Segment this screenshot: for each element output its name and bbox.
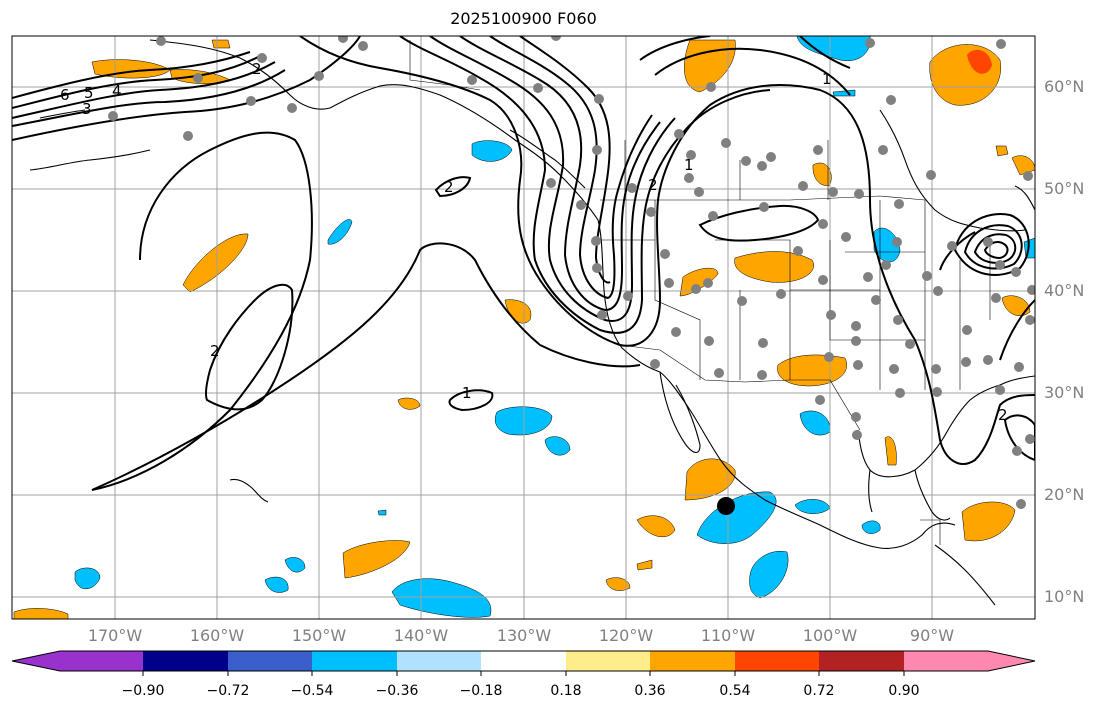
contour-labels: 6 5 4 3 2 2 2 1 1 1 2 2 — [60, 60, 1008, 424]
colorbar-segment — [143, 651, 228, 671]
colorbar-segment — [904, 651, 1035, 671]
lon-label-170w: 170°W — [87, 626, 143, 645]
colorbar-segment — [650, 651, 735, 671]
lon-label-150w: 150°W — [291, 626, 347, 645]
colorbar-tick-label: −0.36 — [375, 683, 419, 699]
contour-label: 2 — [444, 178, 454, 196]
colorbar-segment — [481, 651, 566, 671]
colorbar-segment — [735, 651, 819, 671]
colorbar-segment — [397, 651, 481, 671]
borders — [409, 40, 991, 545]
contour-label: 1 — [684, 156, 694, 174]
colorbar-tick-label: 0.54 — [719, 683, 751, 699]
lon-label-120w: 120°W — [598, 626, 654, 645]
colorbar-segment — [566, 651, 650, 671]
colorbar-segment — [228, 651, 312, 671]
colorbar-segment — [12, 651, 143, 671]
lon-label-130w: 130°W — [496, 626, 552, 645]
contour-label: 6 — [60, 86, 70, 104]
contour-label: 2 — [252, 60, 262, 78]
contour-label: 1 — [822, 70, 832, 88]
lat-label-60n: 60°N — [1044, 77, 1085, 96]
contour-label: 2 — [998, 406, 1008, 424]
colorbar-tick-label: −0.72 — [206, 683, 250, 699]
storm-center-marker — [717, 497, 735, 515]
colorbar-tick-label: 0.36 — [634, 683, 666, 699]
lon-label-140w: 140°W — [393, 626, 449, 645]
colorbar-tick-label: 0.72 — [803, 683, 835, 699]
colorbar-tick-label: −0.18 — [459, 683, 503, 699]
colorbar-tick-label: 0.18 — [550, 683, 582, 699]
colorbar-segment — [819, 651, 904, 671]
map-title: 2025100900 F060 — [450, 9, 597, 28]
lon-label-90w: 90°W — [909, 626, 955, 645]
colorbar-tick-label: −0.54 — [290, 683, 334, 699]
lat-label-20n: 20°N — [1044, 485, 1085, 504]
contours — [12, 36, 1035, 491]
contour-label: 1 — [462, 384, 472, 402]
lat-label-50n: 50°N — [1044, 179, 1085, 198]
negative-anomaly-shading — [74, 36, 1035, 618]
colorbar-segment — [312, 651, 397, 671]
contour-label: 3 — [82, 100, 92, 118]
lat-label-30n: 30°N — [1044, 383, 1085, 402]
graticule — [12, 36, 1035, 619]
strong-positive-shading — [967, 49, 992, 74]
contour-label: 2 — [210, 342, 220, 360]
lat-label-40n: 40°N — [1044, 281, 1085, 300]
colorbar-outline — [11, 650, 1036, 672]
coastlines — [29, 39, 1035, 606]
colorbar-tick-label: −0.90 — [121, 683, 165, 699]
map-frame — [11, 35, 1036, 620]
contour-label: 4 — [112, 82, 122, 100]
lon-label-110w: 110°W — [700, 626, 756, 645]
lon-label-100w: 100°W — [802, 626, 858, 645]
contour-label: 2 — [648, 176, 658, 194]
lon-label-160w: 160°W — [189, 626, 245, 645]
colorbar — [11, 650, 1036, 676]
lat-label-10n: 10°N — [1044, 587, 1085, 606]
station-dots — [108, 36, 1035, 509]
contour-label: 5 — [84, 84, 94, 102]
colorbar-tick-label: 0.90 — [888, 683, 920, 699]
